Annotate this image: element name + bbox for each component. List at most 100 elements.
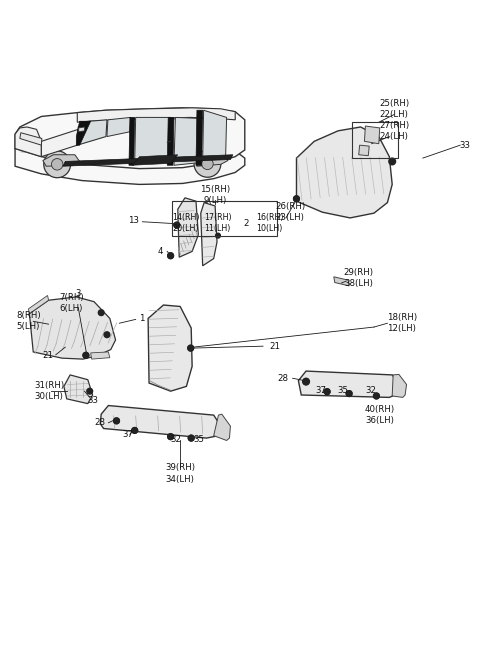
Circle shape — [132, 428, 138, 434]
Circle shape — [98, 310, 104, 316]
Text: 32: 32 — [365, 386, 376, 395]
Circle shape — [188, 435, 194, 441]
Text: 39(RH)
34(LH): 39(RH) 34(LH) — [165, 463, 195, 483]
Circle shape — [174, 222, 180, 228]
Polygon shape — [100, 405, 221, 438]
Polygon shape — [334, 277, 349, 286]
Polygon shape — [43, 155, 80, 166]
Circle shape — [373, 393, 379, 399]
Circle shape — [168, 434, 173, 440]
Polygon shape — [203, 110, 227, 161]
Polygon shape — [196, 155, 228, 166]
Circle shape — [324, 389, 330, 394]
Polygon shape — [167, 117, 174, 165]
Text: 27(RH)
24(LH): 27(RH) 24(LH) — [379, 121, 409, 141]
Text: 3: 3 — [75, 289, 81, 298]
Circle shape — [44, 151, 71, 178]
Text: 17(RH)
11(LH): 17(RH) 11(LH) — [204, 213, 231, 233]
Polygon shape — [359, 145, 369, 155]
Polygon shape — [148, 305, 192, 391]
Circle shape — [303, 379, 310, 385]
Polygon shape — [297, 127, 392, 218]
Text: 15(RH)
9(LH): 15(RH) 9(LH) — [200, 185, 230, 205]
Circle shape — [216, 234, 220, 238]
Circle shape — [132, 428, 138, 434]
Circle shape — [174, 222, 180, 228]
Text: 18(RH)
12(LH): 18(RH) 12(LH) — [387, 313, 417, 333]
Circle shape — [194, 150, 221, 177]
Text: 29(RH)
38(LH): 29(RH) 38(LH) — [344, 268, 374, 288]
Text: 4: 4 — [158, 247, 163, 256]
Circle shape — [83, 352, 89, 358]
Circle shape — [373, 393, 379, 399]
Polygon shape — [63, 155, 233, 166]
Text: 13: 13 — [128, 216, 139, 225]
Polygon shape — [174, 117, 199, 165]
Polygon shape — [79, 127, 84, 132]
Circle shape — [104, 332, 110, 338]
Polygon shape — [214, 414, 230, 440]
Polygon shape — [77, 120, 107, 145]
Circle shape — [168, 253, 173, 258]
Polygon shape — [41, 129, 80, 157]
Polygon shape — [132, 155, 178, 165]
Text: 21: 21 — [43, 351, 54, 360]
Polygon shape — [364, 126, 380, 144]
Circle shape — [324, 389, 330, 394]
Polygon shape — [20, 133, 42, 145]
Polygon shape — [77, 108, 235, 122]
Text: 1: 1 — [139, 314, 144, 323]
Polygon shape — [15, 108, 245, 169]
Circle shape — [294, 196, 300, 201]
Circle shape — [188, 345, 193, 351]
Text: 2: 2 — [243, 219, 249, 228]
Circle shape — [346, 391, 352, 396]
Polygon shape — [299, 371, 399, 398]
Circle shape — [294, 196, 300, 201]
Text: 16(RH)
10(LH): 16(RH) 10(LH) — [256, 213, 283, 233]
Text: 28: 28 — [278, 374, 289, 382]
Text: 26(RH)
23(LH): 26(RH) 23(LH) — [275, 202, 305, 222]
Text: 8(RH)
5(LH): 8(RH) 5(LH) — [16, 311, 41, 331]
Circle shape — [114, 418, 120, 424]
Text: 35: 35 — [337, 386, 348, 395]
Circle shape — [389, 158, 396, 165]
Circle shape — [346, 391, 352, 396]
Text: 7(RH)
6(LH): 7(RH) 6(LH) — [59, 293, 84, 313]
Polygon shape — [178, 198, 198, 257]
Circle shape — [51, 159, 63, 170]
Text: 32: 32 — [171, 434, 182, 443]
Polygon shape — [15, 138, 245, 184]
Text: 25(RH)
22(LH): 25(RH) 22(LH) — [379, 99, 409, 119]
Bar — [172, 201, 277, 236]
Text: 28: 28 — [94, 419, 105, 427]
Circle shape — [188, 345, 193, 351]
Text: 35: 35 — [194, 434, 205, 443]
Polygon shape — [76, 121, 91, 145]
Polygon shape — [91, 352, 110, 359]
Bar — [352, 122, 398, 158]
Circle shape — [202, 158, 213, 170]
Text: 33: 33 — [459, 140, 470, 150]
Polygon shape — [15, 127, 41, 157]
Polygon shape — [201, 203, 217, 266]
Text: 40(RH)
36(LH): 40(RH) 36(LH) — [365, 405, 395, 425]
Text: 37: 37 — [315, 386, 326, 395]
Polygon shape — [107, 117, 131, 136]
Circle shape — [114, 418, 120, 424]
Polygon shape — [64, 375, 93, 403]
Circle shape — [188, 435, 194, 441]
Circle shape — [168, 253, 173, 258]
Text: 33: 33 — [87, 396, 98, 405]
Circle shape — [83, 352, 89, 358]
Text: 21: 21 — [269, 342, 280, 351]
Text: 37: 37 — [122, 430, 133, 439]
Polygon shape — [135, 117, 170, 161]
Circle shape — [87, 388, 93, 394]
Circle shape — [303, 379, 309, 384]
Text: 31(RH)
30(LH): 31(RH) 30(LH) — [34, 381, 64, 401]
Polygon shape — [29, 297, 116, 359]
Polygon shape — [392, 375, 407, 398]
Polygon shape — [28, 295, 48, 314]
Text: 14(RH)
20(LH): 14(RH) 20(LH) — [172, 213, 199, 233]
